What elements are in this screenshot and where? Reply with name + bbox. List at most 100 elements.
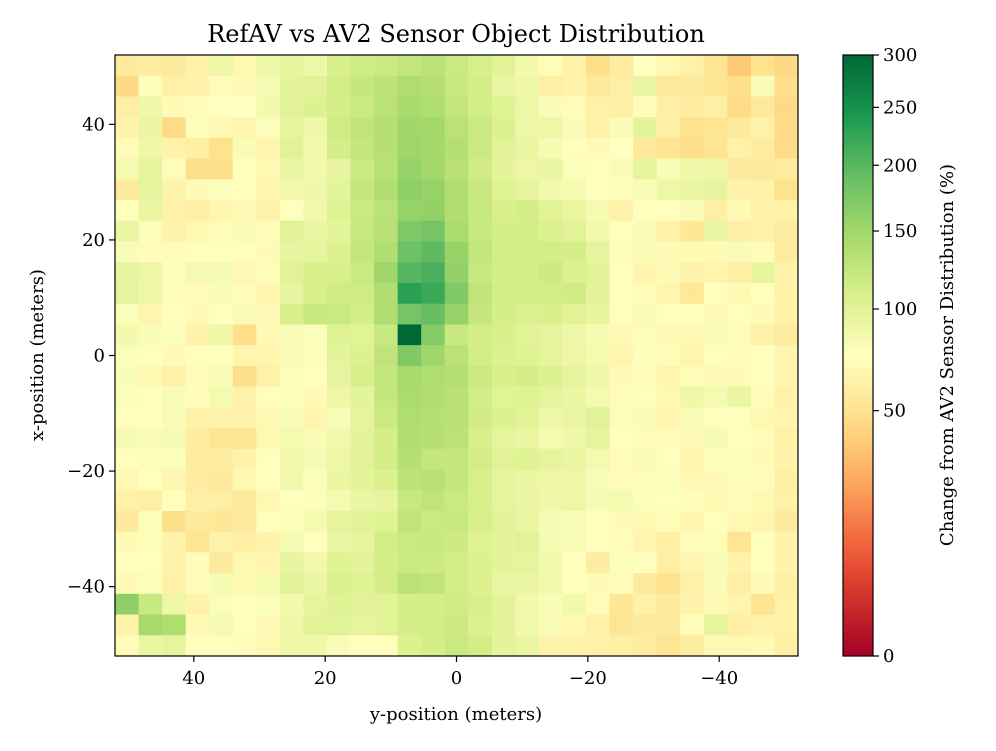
heatmap-cell bbox=[138, 490, 163, 512]
heatmap-cell bbox=[374, 510, 399, 533]
heatmap-cell bbox=[350, 303, 375, 326]
heatmap-cell bbox=[468, 490, 493, 512]
heatmap-cell bbox=[256, 241, 281, 263]
heatmap-cell bbox=[491, 448, 516, 471]
heatmap-cell bbox=[209, 96, 234, 118]
heatmap-cell bbox=[374, 179, 399, 201]
heatmap-cell bbox=[326, 75, 352, 98]
y-tick-label: −20 bbox=[67, 461, 105, 482]
heatmap-cell bbox=[256, 469, 281, 491]
heatmap-cell bbox=[774, 614, 799, 636]
heatmap-cell bbox=[138, 552, 163, 574]
heatmap-cell bbox=[562, 469, 587, 491]
heatmap-cell bbox=[609, 407, 634, 429]
heatmap-cell bbox=[350, 635, 375, 657]
heatmap-cell bbox=[115, 241, 140, 263]
heatmap-cell bbox=[374, 158, 399, 180]
heatmap-cell bbox=[515, 75, 540, 98]
heatmap-cell bbox=[750, 552, 776, 574]
heatmap-cell bbox=[562, 220, 587, 243]
heatmap-cell bbox=[162, 200, 187, 222]
heatmap-cell bbox=[586, 200, 611, 222]
heatmap-cell bbox=[774, 490, 799, 512]
heatmap-cell bbox=[138, 200, 163, 222]
heatmap-cell bbox=[727, 531, 752, 553]
heatmap-cell bbox=[750, 324, 776, 346]
y-tick-label: −40 bbox=[67, 577, 105, 598]
heatmap-cell bbox=[326, 531, 352, 553]
heatmap-cell bbox=[562, 158, 587, 180]
heatmap-cell bbox=[209, 200, 234, 222]
heatmap-cell bbox=[444, 593, 469, 616]
heatmap-cell bbox=[515, 365, 540, 388]
heatmap-cell bbox=[397, 635, 422, 657]
heatmap-cell bbox=[727, 282, 752, 305]
heatmap-cell bbox=[232, 179, 257, 201]
heatmap-cell bbox=[609, 428, 634, 450]
heatmap-cell bbox=[515, 490, 540, 512]
heatmap-cell bbox=[444, 345, 469, 367]
heatmap-cell bbox=[444, 365, 469, 388]
heatmap-cell bbox=[326, 200, 352, 222]
heatmap-cell bbox=[209, 282, 234, 305]
heatmap-cell bbox=[468, 365, 493, 388]
heatmap-cell bbox=[279, 117, 305, 139]
heatmap-cell bbox=[562, 241, 587, 263]
heatmap-cell bbox=[232, 407, 257, 429]
heatmap-cell bbox=[256, 386, 281, 408]
heatmap-cell bbox=[397, 303, 422, 326]
y-tick-label: 0 bbox=[94, 346, 105, 367]
heatmap-cell bbox=[350, 469, 375, 491]
heatmap-cell bbox=[609, 75, 634, 98]
heatmap-cell bbox=[209, 241, 234, 263]
y-axis-label: x-position (meters) bbox=[27, 269, 48, 441]
heatmap-cell bbox=[774, 282, 799, 305]
heatmap-cell bbox=[562, 428, 587, 450]
heatmap-cell bbox=[586, 137, 611, 160]
heatmap-cell bbox=[326, 345, 352, 367]
heatmap-cell bbox=[279, 469, 305, 491]
heatmap-cell bbox=[138, 220, 163, 243]
heatmap-cell bbox=[279, 531, 305, 553]
heatmap-cell bbox=[279, 220, 305, 243]
heatmap-cell bbox=[680, 573, 705, 595]
heatmap-cell bbox=[115, 262, 140, 284]
heatmap-cell bbox=[680, 531, 705, 553]
heatmap-cell bbox=[586, 179, 611, 201]
heatmap-cell bbox=[538, 614, 564, 636]
heatmap-cell bbox=[774, 324, 799, 346]
heatmap-cell bbox=[562, 614, 587, 636]
heatmap-cell bbox=[185, 96, 210, 118]
heatmap-cell bbox=[468, 282, 493, 305]
heatmap-cell bbox=[680, 614, 705, 636]
heatmap-cell bbox=[209, 593, 234, 616]
heatmap-cell bbox=[727, 490, 752, 512]
heatmap-cell bbox=[350, 573, 375, 595]
heatmap-cell bbox=[303, 552, 328, 574]
heatmap-cell bbox=[491, 158, 516, 180]
heatmap-cell bbox=[633, 241, 658, 263]
heatmap-cell bbox=[162, 117, 187, 139]
heatmap-cell bbox=[656, 220, 681, 243]
heatmap-cell bbox=[703, 448, 728, 471]
heatmap-cell bbox=[185, 220, 210, 243]
heatmap-cell bbox=[350, 158, 375, 180]
heatmap-cell bbox=[586, 552, 611, 574]
heatmap-cell bbox=[774, 241, 799, 263]
heatmap-cell bbox=[750, 386, 776, 408]
heatmap-cell bbox=[421, 75, 446, 98]
heatmap-cell bbox=[538, 179, 564, 201]
heatmap-cell bbox=[209, 407, 234, 429]
heatmap-cell bbox=[326, 241, 352, 263]
heatmap-cell bbox=[680, 96, 705, 118]
heatmap-cell bbox=[421, 365, 446, 388]
heatmap-cell bbox=[727, 75, 752, 98]
heatmap-cell bbox=[703, 573, 728, 595]
heatmap-cell bbox=[256, 407, 281, 429]
heatmap-cell bbox=[209, 158, 234, 180]
heatmap-cell bbox=[421, 200, 446, 222]
heatmap-cell bbox=[350, 241, 375, 263]
heatmap-cell bbox=[397, 428, 422, 450]
heatmap-cell bbox=[421, 158, 446, 180]
heatmap-cell bbox=[538, 469, 564, 491]
